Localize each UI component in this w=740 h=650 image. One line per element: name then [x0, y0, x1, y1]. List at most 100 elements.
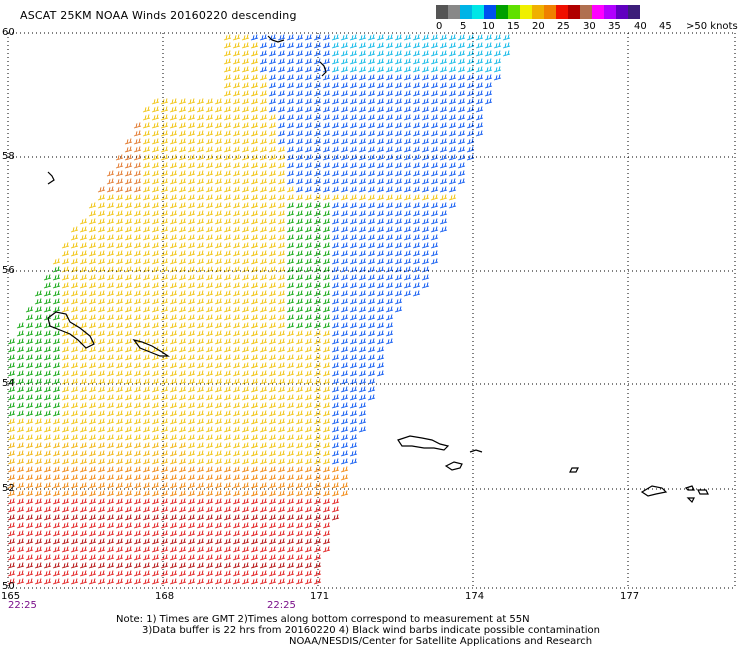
- wind-barb: [34, 450, 43, 457]
- wind-barb: [232, 322, 241, 329]
- wind-barb: [232, 210, 241, 217]
- wind-barb: [142, 418, 151, 425]
- wind-barb: [178, 266, 187, 273]
- wind-barb: [61, 258, 70, 265]
- wind-barb: [97, 530, 106, 537]
- wind-barb: [250, 418, 259, 425]
- wind-barb: [34, 474, 43, 481]
- wind-barb: [349, 82, 358, 89]
- wind-barb: [106, 170, 115, 177]
- wind-barb: [70, 498, 79, 505]
- wind-barb: [295, 386, 304, 393]
- wind-barb: [349, 314, 358, 321]
- lat-label-60: 60: [2, 27, 15, 38]
- wind-barb: [475, 34, 484, 41]
- wind-barb: [268, 138, 277, 145]
- wind-barb: [439, 138, 448, 145]
- wind-barb: [106, 562, 115, 569]
- wind-barb: [322, 498, 331, 505]
- wind-barb: [241, 282, 250, 289]
- wind-barb: [412, 50, 421, 57]
- wind-barb: [223, 322, 232, 329]
- wind-barb: [421, 146, 430, 153]
- wind-barb: [124, 298, 133, 305]
- wind-barb: [232, 538, 241, 545]
- wind-barb: [484, 74, 493, 81]
- wind-barb: [223, 338, 232, 345]
- wind-barb: [439, 90, 448, 97]
- wind-barb: [250, 338, 259, 345]
- wind-barb: [241, 466, 250, 473]
- wind-barb: [286, 122, 295, 129]
- wind-barb: [34, 498, 43, 505]
- wind-barb: [187, 562, 196, 569]
- wind-barb: [178, 130, 187, 137]
- wind-barb: [376, 42, 385, 49]
- wind-barb: [43, 570, 52, 577]
- wind-barb: [196, 322, 205, 329]
- wind-barb: [313, 522, 322, 529]
- wind-barb: [340, 234, 349, 241]
- wind-barb: [250, 466, 259, 473]
- wind-barb: [394, 162, 403, 169]
- wind-barb: [394, 298, 403, 305]
- wind-barb: [241, 322, 250, 329]
- wind-barb: [79, 274, 88, 281]
- wind-barb: [187, 266, 196, 273]
- wind-barb: [142, 194, 151, 201]
- scale-unit-label: >50 knots: [686, 21, 738, 32]
- wind-barb: [349, 258, 358, 265]
- wind-barb: [331, 130, 340, 137]
- wind-barb: [133, 506, 142, 513]
- wind-barb: [160, 138, 169, 145]
- wind-barb: [97, 482, 106, 489]
- wind-barb: [34, 386, 43, 393]
- wind-barb: [61, 562, 70, 569]
- wind-barb: [160, 258, 169, 265]
- wind-barb: [295, 522, 304, 529]
- wind-barb: [313, 122, 322, 129]
- wind-barb: [115, 354, 124, 361]
- wind-barb: [178, 338, 187, 345]
- wind-barb: [475, 50, 484, 57]
- wind-barb: [403, 154, 412, 161]
- wind-barb: [79, 402, 88, 409]
- wind-barb: [313, 554, 322, 561]
- wind-barb: [124, 210, 133, 217]
- wind-barb: [340, 338, 349, 345]
- wind-barb: [133, 290, 142, 297]
- wind-barb: [322, 514, 331, 521]
- wind-barb: [331, 450, 340, 457]
- wind-barb: [241, 538, 250, 545]
- wind-barb: [196, 362, 205, 369]
- wind-barb: [160, 562, 169, 569]
- wind-barb: [313, 578, 322, 585]
- wind-barb: [448, 66, 457, 73]
- wind-barb: [124, 418, 133, 425]
- wind-barb: [115, 362, 124, 369]
- wind-barb: [412, 170, 421, 177]
- wind-barb: [322, 450, 331, 457]
- wind-barb: [178, 106, 187, 113]
- wind-barb: [151, 258, 160, 265]
- wind-barb: [61, 522, 70, 529]
- wind-barb: [196, 466, 205, 473]
- wind-barb: [106, 450, 115, 457]
- wind-barb: [16, 354, 25, 361]
- wind-barb: [151, 522, 160, 529]
- wind-barb: [178, 210, 187, 217]
- wind-barb: [304, 418, 313, 425]
- wind-barb: [313, 506, 322, 513]
- wind-barb: [160, 538, 169, 545]
- wind-barb: [88, 250, 97, 257]
- wind-barb: [340, 290, 349, 297]
- wind-barb: [88, 378, 97, 385]
- wind-barb: [214, 250, 223, 257]
- wind-barb: [340, 210, 349, 217]
- wind-barb: [286, 274, 295, 281]
- wind-barb: [313, 322, 322, 329]
- wind-barb: [115, 482, 124, 489]
- wind-barb: [313, 50, 322, 57]
- wind-barb: [349, 426, 358, 433]
- wind-barb: [367, 178, 376, 185]
